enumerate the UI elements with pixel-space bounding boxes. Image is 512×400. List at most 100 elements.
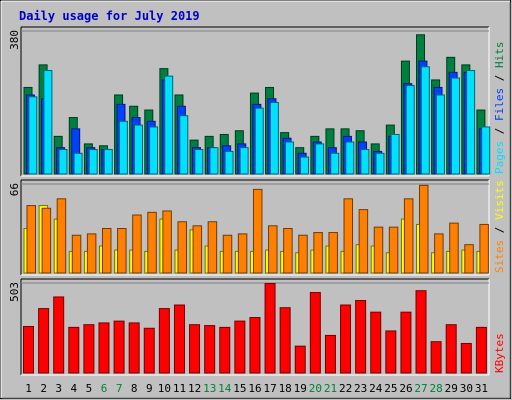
legend-separator: / bbox=[493, 220, 506, 240]
bar-pages-day-15: Pages 15: 70 bbox=[239, 147, 249, 175]
bar-sites-day-12: Sites 12: 35 bbox=[192, 225, 203, 274]
bar-pages-day-5: Pages 5: 65 bbox=[88, 149, 98, 175]
bar-kbytes-day-16: KBytes 16: 310 bbox=[249, 317, 261, 374]
bar-pages-day-7: Pages 7: 140 bbox=[118, 120, 128, 175]
y-max-label: 66 bbox=[8, 183, 21, 196]
bar-kbytes-day-3: KBytes 3: 425 bbox=[53, 296, 65, 374]
bar-pages-day-9: Pages 9: 125 bbox=[149, 126, 159, 175]
x-label-day-17: 17 bbox=[263, 382, 276, 395]
bar-kbytes-day-18: KBytes 18: 365 bbox=[279, 307, 291, 374]
bar-kbytes-day-21: KBytes 21: 210 bbox=[324, 334, 336, 374]
x-label-day-16: 16 bbox=[248, 382, 261, 395]
x-label-day-10: 10 bbox=[158, 382, 171, 395]
bar-kbytes-day-25: KBytes 25: 235 bbox=[385, 330, 397, 374]
legend-visits: Visits bbox=[493, 180, 506, 220]
legend-hits-files-pages: Pages / Files / Hits bbox=[493, 42, 506, 175]
legend-pages: Pages bbox=[493, 141, 506, 174]
bar-sites-day-19: Sites 19: 28 bbox=[298, 234, 308, 274]
x-label-day-6: 6 bbox=[101, 382, 108, 395]
bar-sites-day-17: Sites 17: 35 bbox=[268, 225, 278, 274]
x-label-day-30: 30 bbox=[460, 382, 473, 395]
bar-sites-day-26: Sites 26: 55 bbox=[403, 198, 414, 274]
bar-kbytes-day-23: KBytes 23: 405 bbox=[355, 300, 367, 374]
bar-kbytes-day-1: KBytes 1: 260 bbox=[23, 325, 34, 374]
bar-sites-day-29: Sites 29: 37 bbox=[449, 222, 459, 274]
bar-pages-day-23: Pages 23: 65 bbox=[360, 149, 370, 175]
bar-pages-day-8: Pages 8: 130 bbox=[133, 124, 143, 175]
x-label-day-3: 3 bbox=[55, 382, 62, 395]
bar-kbytes-day-27: KBytes 27: 460 bbox=[415, 290, 427, 374]
x-label-day-24: 24 bbox=[369, 382, 383, 395]
x-label-day-5: 5 bbox=[86, 382, 93, 395]
bar-sites-day-7: Sites 7: 33 bbox=[117, 228, 127, 274]
x-label-day-15: 15 bbox=[233, 382, 246, 395]
bar-kbytes-day-17: KBytes 17: 500 bbox=[264, 283, 276, 374]
bar-sites-day-18: Sites 18: 33 bbox=[283, 228, 293, 274]
bar-pages-day-25: Pages 25: 105 bbox=[390, 133, 400, 175]
bar-pages-day-12: Pages 12: 65 bbox=[194, 149, 204, 175]
x-label-day-12: 12 bbox=[188, 382, 201, 395]
bar-pages-day-24: Pages 24: 55 bbox=[375, 152, 385, 175]
legend-files: Files bbox=[493, 88, 506, 121]
panel-hits-files-pages: 380Hits 1: 230Files 1: 210Pages 1: 205Hi… bbox=[8, 26, 506, 177]
bar-kbytes-day-14: KBytes 14: 255 bbox=[219, 326, 231, 374]
bar-pages-day-18: Pages 18: 85 bbox=[284, 141, 294, 175]
bar-kbytes-day-13: KBytes 13: 265 bbox=[204, 325, 216, 374]
bar-pages-day-10: Pages 10: 260 bbox=[164, 75, 174, 175]
x-label-day-2: 2 bbox=[40, 382, 47, 395]
bar-kbytes-day-31: KBytes 31: 255 bbox=[475, 326, 487, 374]
bar-sites-day-5: Sites 5: 29 bbox=[86, 233, 97, 274]
legend-kbytes: KBytes bbox=[493, 333, 506, 373]
bar-sites-day-22: Sites 22: 55 bbox=[343, 198, 354, 274]
bar-sites-day-1: Sites 1: 50 bbox=[26, 205, 36, 274]
bar-pages-day-2: Pages 2: 275 bbox=[43, 70, 53, 175]
bar-kbytes-day-29: KBytes 29: 270 bbox=[445, 324, 457, 374]
legend-hits: Hits bbox=[493, 42, 506, 69]
panel-visits-sites: 66Visits 1: 33Sites 1: 50Visits 2: 50Sit… bbox=[8, 179, 506, 276]
x-label-day-1: 1 bbox=[25, 382, 32, 395]
x-label-day-27: 27 bbox=[414, 382, 427, 395]
legend-sites: Sites bbox=[493, 240, 506, 273]
bar-sites-day-16: Sites 16: 62 bbox=[252, 188, 263, 274]
bar-kbytes-day-19: KBytes 19: 150 bbox=[294, 345, 306, 374]
x-label-day-26: 26 bbox=[399, 382, 412, 395]
bar-pages-day-28: Pages 28: 210 bbox=[435, 94, 445, 175]
panel-kbytes: 503 KBytes 1: 260 KBytes 2: 360KBytes 3: 4… bbox=[8, 278, 506, 376]
y-max-label: 380 bbox=[8, 30, 21, 50]
x-label-day-19: 19 bbox=[294, 382, 307, 395]
bar-kbytes-day-2: KBytes 2: 360 bbox=[38, 308, 50, 374]
bar-pages-day-26: Pages 26: 235 bbox=[405, 85, 415, 175]
bar-kbytes-day-8: KBytes 8: 280 bbox=[128, 322, 140, 374]
bar-sites-day-10: Sites 10: 46 bbox=[162, 210, 172, 274]
bar-sites-day-24: Sites 24: 34 bbox=[373, 226, 384, 274]
bar-sites-day-21: Sites 21: 30 bbox=[328, 232, 338, 274]
bar-sites-day-11: Sites 11: 38 bbox=[177, 221, 187, 274]
bar-sites-day-14: Sites 14: 28 bbox=[222, 234, 233, 274]
x-label-day-9: 9 bbox=[146, 382, 153, 395]
bar-sites-day-25: Sites 25: 34 bbox=[388, 226, 399, 274]
x-label-day-22: 22 bbox=[339, 382, 352, 395]
bar-pages-day-19: Pages 19: 45 bbox=[300, 156, 310, 175]
bar-pages-day-27: Pages 27: 285 bbox=[420, 66, 430, 175]
legend-separator: / bbox=[493, 121, 506, 141]
x-label-day-20: 20 bbox=[309, 382, 322, 395]
bar-sites-day-30: Sites 30: 21 bbox=[464, 244, 474, 274]
bar-kbytes-day-30: KBytes 30: 165 bbox=[460, 342, 472, 374]
bar-pages-day-4: Pages 4: 55 bbox=[73, 152, 83, 175]
bar-sites-day-13: Sites 13: 38 bbox=[207, 221, 218, 274]
x-label-day-18: 18 bbox=[279, 382, 292, 395]
y-max-label: 503 bbox=[8, 282, 21, 302]
bar-kbytes-day-6: KBytes 6: 280 bbox=[98, 322, 110, 374]
bar-sites-day-28: Sites 28: 29 bbox=[434, 233, 444, 274]
bar-sites-day-2: Sites 2: 48 bbox=[41, 207, 52, 274]
bar-kbytes-day-7: KBytes 7: 290 bbox=[113, 320, 125, 374]
bar-kbytes-day-15: KBytes 15: 290 bbox=[234, 320, 246, 374]
bar-pages-day-22: Pages 22: 85 bbox=[345, 141, 355, 175]
x-label-day-28: 28 bbox=[430, 382, 443, 395]
bar-sites-day-6: Sites 6: 33 bbox=[101, 228, 112, 274]
bar-kbytes-day-26: KBytes 26: 340 bbox=[400, 311, 412, 374]
bar-kbytes-day-28: KBytes 28: 175 bbox=[430, 341, 442, 374]
bar-sites-day-4: Sites 4: 28 bbox=[71, 234, 82, 274]
bar-kbytes-day-20: KBytes 20: 450 bbox=[309, 291, 321, 374]
